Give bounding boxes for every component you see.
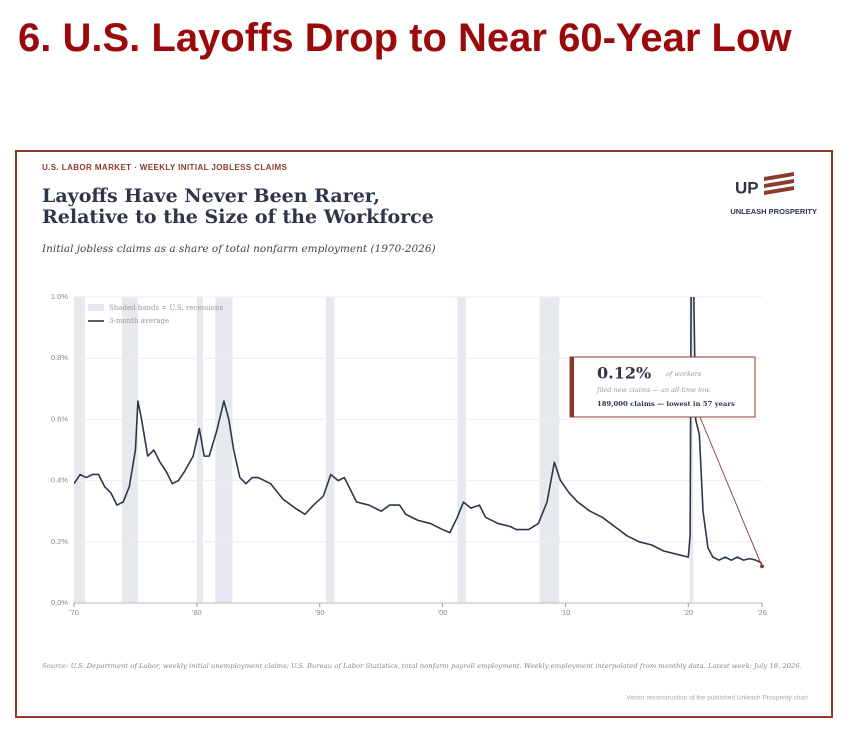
x-tick-label: '00 <box>438 608 448 617</box>
recession-band <box>457 297 466 603</box>
recession-band <box>325 297 335 603</box>
recession-band <box>539 297 560 603</box>
annotation-point <box>760 564 764 569</box>
x-tick-label: '10 <box>561 608 571 617</box>
recession-band <box>196 297 203 603</box>
chart-kicker: U.S. LABOR MARKET · WEEKLY INITIAL JOBLE… <box>42 163 288 172</box>
callout-value: 0.12% <box>597 364 651 383</box>
y-tick-label: 0.6% <box>51 414 68 423</box>
callout-unit: of workers <box>666 370 702 378</box>
legend-label: Shaded bands = U.S. recessions <box>109 304 224 312</box>
chart-title: Layoffs Have Never Been Rarer, <box>42 185 380 207</box>
callout-detail: 189,000 claims — lowest in 57 years <box>597 400 735 408</box>
y-tick-label: 1.0% <box>51 292 68 301</box>
callout-text: filed new claims — an all-time low. <box>596 386 711 394</box>
callout-bar <box>570 357 574 417</box>
source-note: Source: U.S. Department of Labor, weekly… <box>42 662 802 670</box>
y-tick-label: 0.4% <box>51 476 68 485</box>
recession-band <box>121 297 138 603</box>
x-tick-label: '26 <box>757 608 767 617</box>
page-heading: 6. U.S. Layoffs Drop to Near 60-Year Low <box>18 16 792 60</box>
x-tick-label: '90 <box>315 608 325 617</box>
logo-stripes <box>764 172 794 195</box>
logo-caption: UNLEASH PROSPERITY <box>730 207 817 216</box>
chart-frame <box>15 150 833 718</box>
annotation-arrow <box>699 416 763 567</box>
callout-box <box>569 356 756 418</box>
y-tick-label: 0.2% <box>51 537 68 546</box>
x-tick-label: '80 <box>192 608 202 617</box>
credit: Vector reconstruction of the published U… <box>626 695 808 702</box>
legend-swatch <box>88 304 104 311</box>
plot-area: 0.0% 0.2% 0.4% 0.6% 0.8% 1.0% '70 '80 '90 '00 '10 '… <box>51 292 767 617</box>
recession-band <box>689 297 694 603</box>
y-tick-label: 0.8% <box>51 353 68 362</box>
legend-label: 3-month average <box>109 317 169 325</box>
series-line <box>74 297 762 564</box>
logo: UP <box>735 178 759 197</box>
x-tick-label: '20 <box>683 608 693 617</box>
x-tick-label: '70 <box>69 608 79 617</box>
y-tick-label: 0.0% <box>51 598 68 607</box>
recession-band <box>215 297 233 603</box>
recession-band <box>74 297 86 603</box>
chart-title: Relative to the Size of the Workforce <box>42 206 434 228</box>
chart-subtitle: Initial jobless claims as a share of tot… <box>41 243 436 255</box>
